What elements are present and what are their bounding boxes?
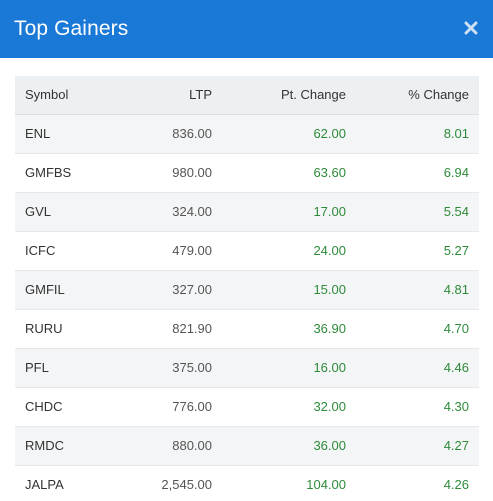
ltp-cell: 821.90 [172, 321, 212, 336]
ltp-cell: 836.00 [172, 126, 212, 141]
modal-title: Top Gainers [14, 17, 129, 40]
ltp-cell: 880.00 [172, 438, 212, 453]
pt-change-cell: 62.00 [313, 126, 346, 141]
table-header-row: Symbol LTP Pt. Change % Change [15, 76, 479, 114]
table-row[interactable]: GMFIL 327.00 15.00 4.81 [15, 270, 479, 309]
table-row[interactable]: GVL 324.00 17.00 5.54 [15, 192, 479, 231]
pt-change-cell: 24.00 [313, 243, 346, 258]
symbol-cell[interactable]: GMFBS [25, 165, 72, 180]
pt-change-cell: 32.00 [313, 399, 346, 414]
pt-change-cell: 36.00 [313, 438, 346, 453]
pct-change-cell: 5.27 [443, 243, 469, 258]
ltp-cell: 375.00 [172, 360, 212, 375]
ltp-cell: 327.00 [172, 282, 212, 297]
symbol-cell[interactable]: JALPA [25, 477, 64, 492]
top-gainers-table-container: Symbol LTP Pt. Change % Change ENL 836.0… [15, 76, 479, 501]
pct-change-cell: 4.81 [443, 282, 469, 297]
pt-change-cell: 16.00 [313, 360, 346, 375]
symbol-cell[interactable]: GMFIL [25, 282, 65, 297]
ltp-cell: 980.00 [172, 165, 212, 180]
ltp-cell: 324.00 [172, 204, 212, 219]
top-gainers-table: Symbol LTP Pt. Change % Change ENL 836.0… [15, 76, 479, 501]
symbol-cell[interactable]: CHDC [25, 399, 63, 414]
pct-change-cell: 4.46 [443, 360, 469, 375]
ltp-cell: 776.00 [172, 399, 212, 414]
symbol-cell[interactable]: RMDC [25, 438, 64, 453]
table-row[interactable]: JALPA 2,545.00 104.00 4.26 [15, 465, 479, 501]
pct-change-cell: 6.94 [443, 165, 469, 180]
close-button[interactable] [461, 18, 481, 38]
pct-change-cell: 4.30 [443, 399, 469, 414]
table-row[interactable]: CHDC 776.00 32.00 4.30 [15, 387, 479, 426]
close-icon [464, 21, 478, 35]
column-header-pct-change[interactable]: % Change [408, 87, 469, 103]
pct-change-cell: 4.70 [443, 321, 469, 336]
pct-change-cell: 4.27 [443, 438, 469, 453]
symbol-cell[interactable]: PFL [25, 360, 49, 375]
column-header-symbol[interactable]: Symbol [25, 87, 69, 103]
pt-change-cell: 17.00 [313, 204, 346, 219]
ltp-cell: 479.00 [172, 243, 212, 258]
pt-change-cell: 15.00 [313, 282, 346, 297]
symbol-cell[interactable]: GVL [25, 204, 52, 219]
symbol-cell[interactable]: ENL [25, 126, 51, 141]
pt-change-cell: 36.90 [313, 321, 346, 336]
column-header-ltp[interactable]: LTP [189, 87, 212, 103]
pct-change-cell: 5.54 [443, 204, 469, 219]
pct-change-cell: 8.01 [443, 126, 469, 141]
pt-change-cell: 104.00 [306, 477, 346, 492]
table-row[interactable]: ICFC 479.00 24.00 5.27 [15, 231, 479, 270]
ltp-cell: 2,545.00 [161, 477, 212, 492]
column-header-pt-change[interactable]: Pt. Change [280, 87, 346, 103]
table-row[interactable]: ENL 836.00 62.00 8.01 [15, 114, 479, 153]
table-row[interactable]: GMFBS 980.00 63.60 6.94 [15, 153, 479, 192]
table-row[interactable]: PFL 375.00 16.00 4.46 [15, 348, 479, 387]
symbol-cell[interactable]: ICFC [25, 243, 56, 258]
pt-change-cell: 63.60 [313, 165, 346, 180]
modal-header: Top Gainers [0, 0, 493, 58]
table-row[interactable]: RMDC 880.00 36.00 4.27 [15, 426, 479, 465]
table-row[interactable]: RURU 821.90 36.90 4.70 [15, 309, 479, 348]
symbol-cell[interactable]: RURU [25, 321, 63, 336]
pct-change-cell: 4.26 [443, 477, 469, 492]
